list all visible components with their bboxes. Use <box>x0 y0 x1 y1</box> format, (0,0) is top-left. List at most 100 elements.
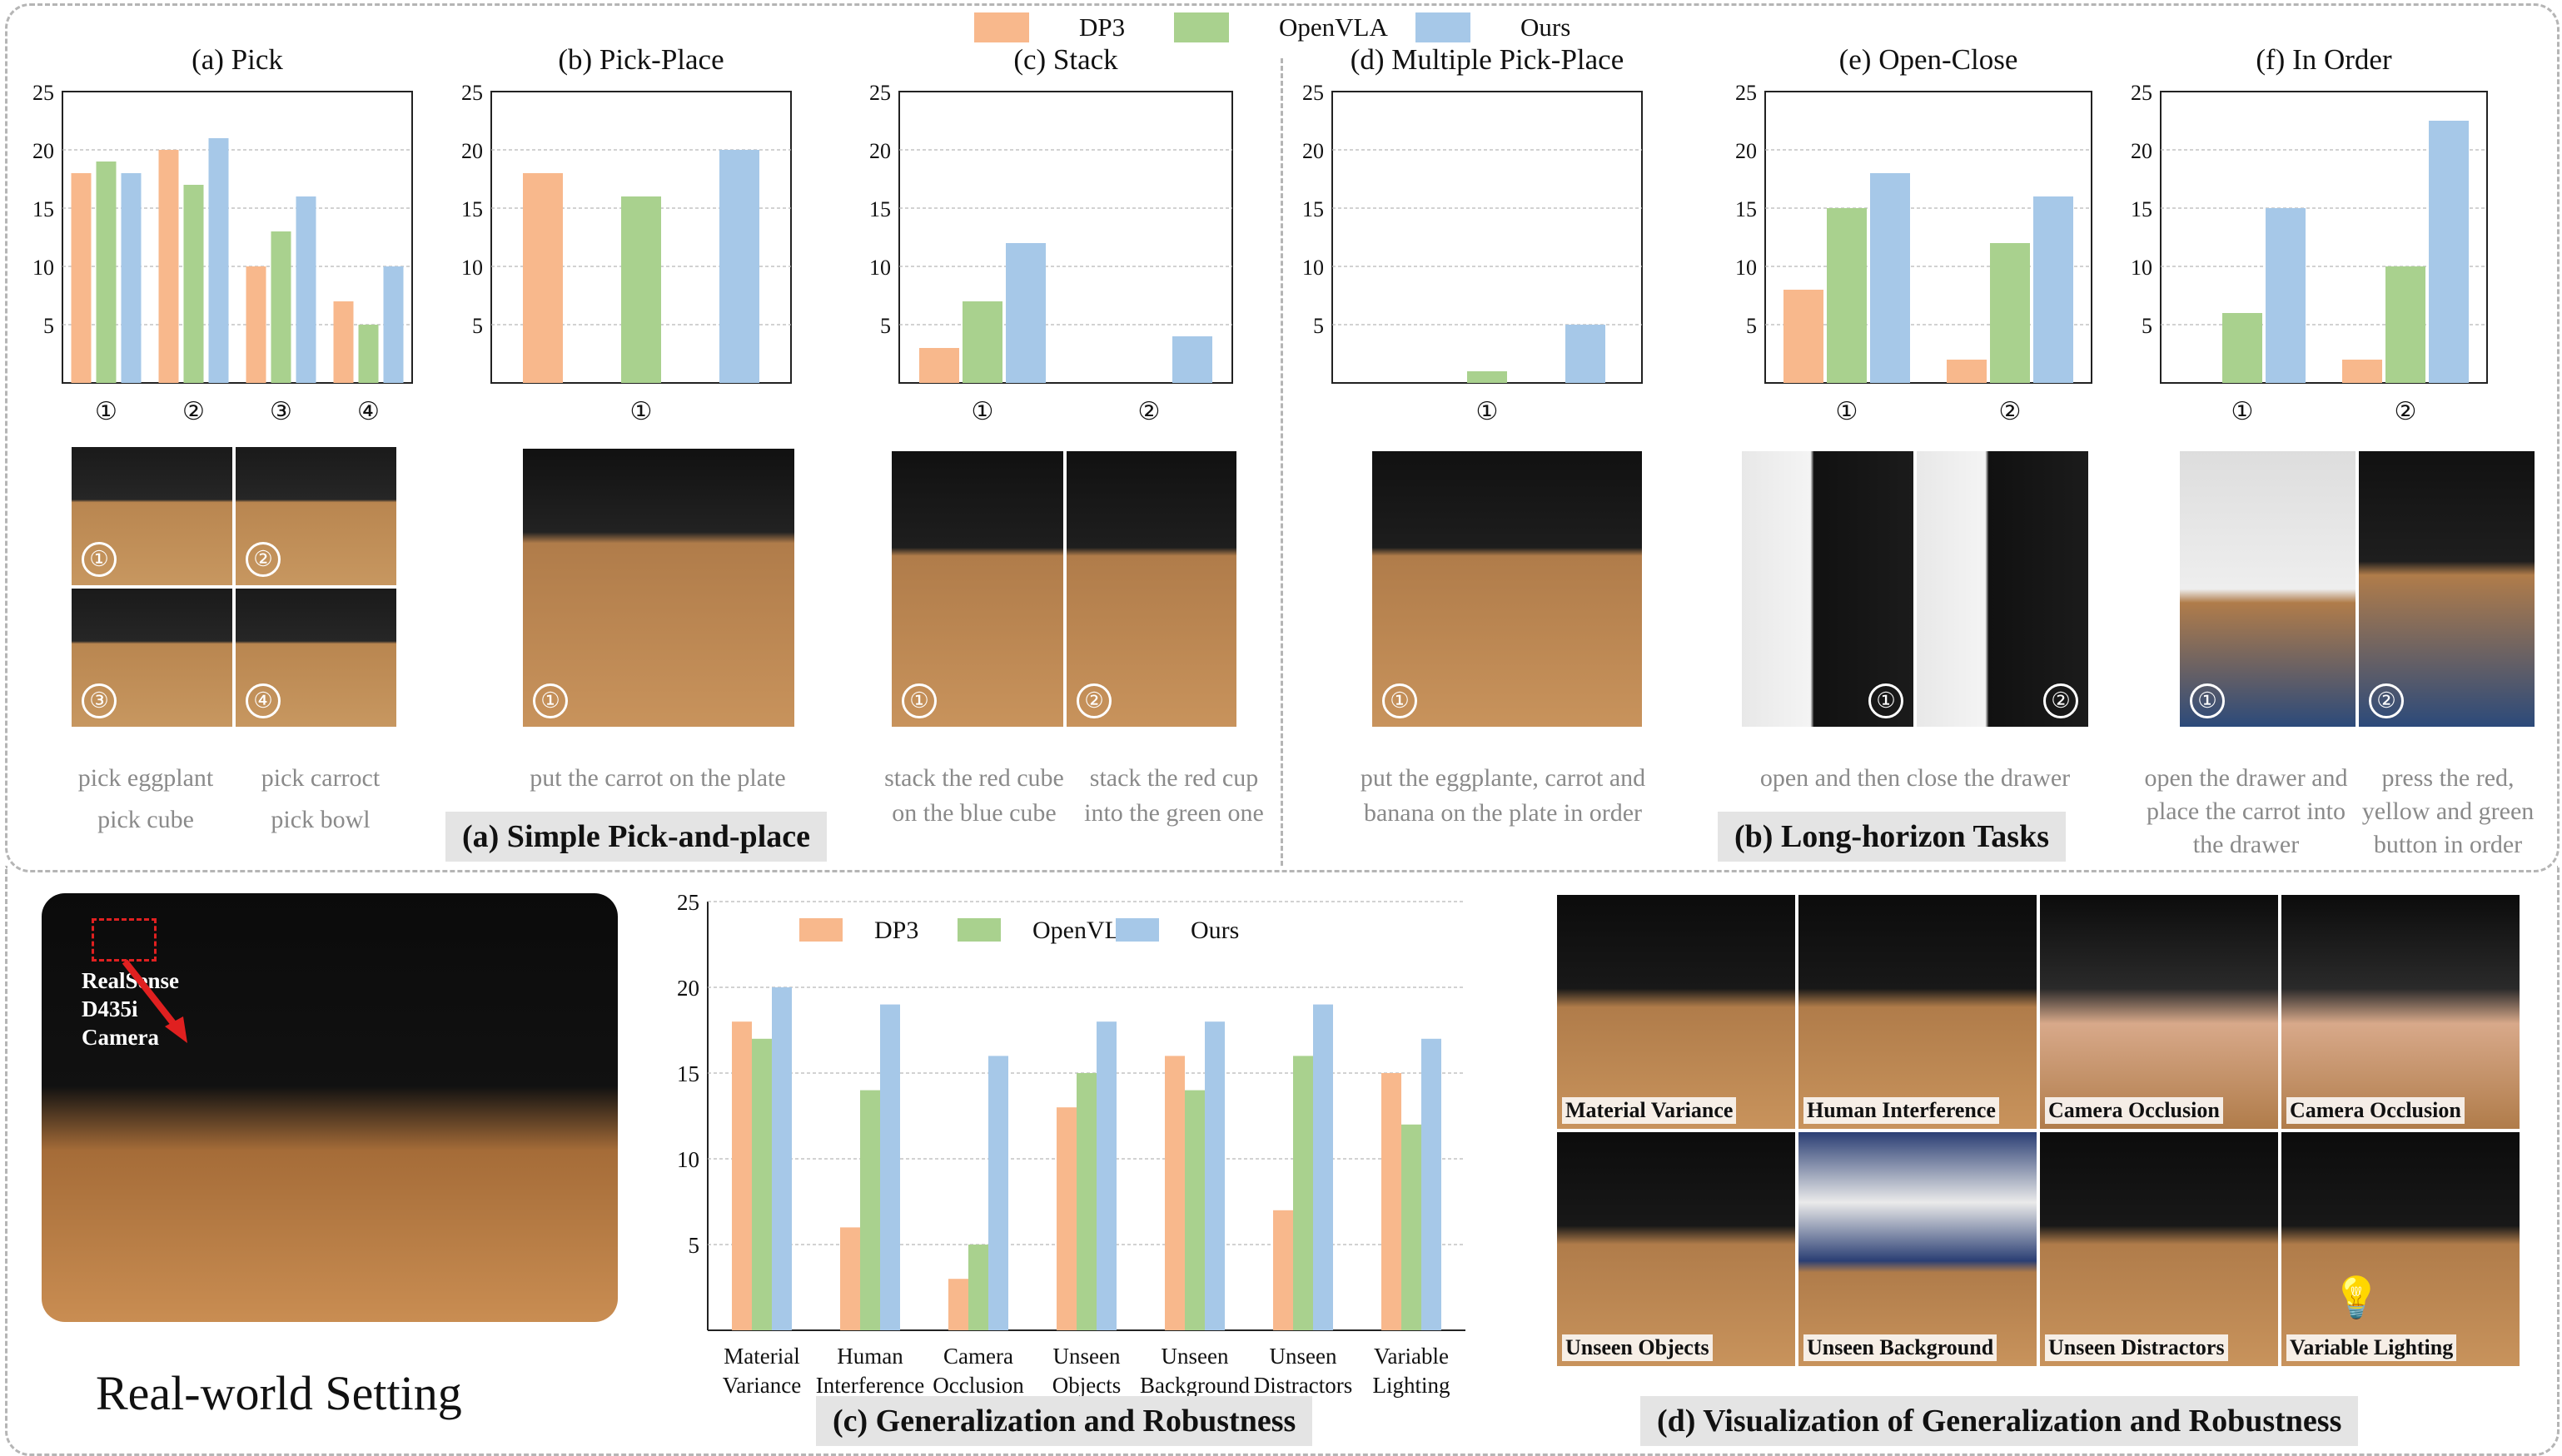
vis-label: Unseen Objects <box>1562 1334 1713 1361</box>
legend-dp3: DP3 <box>974 12 1125 42</box>
chart-in-order: (f) In Order 5 10 15 20 25 ① ② <box>2131 43 2488 425</box>
vis-photo-unseen-distractors: Unseen Distractors <box>2038 1131 2280 1368</box>
y-tick-label: 10 <box>1302 256 1324 280</box>
x-category-label: Interference <box>816 1373 924 1398</box>
chart-svg: 5 10 15 20 25 Material Variance Human Interferen… <box>677 890 1465 1398</box>
bar-openvla-0 <box>752 1038 772 1330</box>
vis-label: Camera Occlusion <box>2045 1097 2223 1124</box>
bar-dp3-0 <box>919 348 959 383</box>
vis-photo-unseen-background: Unseen Background <box>1797 1131 2038 1368</box>
legend-ours: Ours <box>1415 12 1570 42</box>
y-tick-label: 25 <box>32 81 54 105</box>
y-tick-label: 20 <box>461 139 483 163</box>
chart-stack: (c) Stack 5 10 15 20 25 ① ② <box>869 43 1233 425</box>
y-tick-label: 25 <box>461 81 483 105</box>
y-tick-label: 15 <box>32 197 54 221</box>
photo-number: ② <box>2043 683 2078 718</box>
x-category-label: ① <box>1836 398 1858 425</box>
x-category-label: Variance <box>723 1373 801 1398</box>
photo-number: ① <box>902 683 937 718</box>
legend-openvla: OpenVLA <box>1174 12 1388 42</box>
bar-openvla-2 <box>271 231 291 383</box>
chart-svg: 5 10 15 20 25 ① ② ③ ④ <box>32 81 413 425</box>
x-category-label: ① <box>2231 398 2254 425</box>
chart-svg: 5 10 15 20 25 ① ② <box>2131 81 2488 425</box>
bar-dp3-0 <box>1783 290 1823 383</box>
bar-openvla-0 <box>2222 313 2262 383</box>
chart-multiple-pick-place: (d) Multiple Pick-Place 5 10 15 20 25 ① <box>1302 43 1643 425</box>
pick-photo-1: ① <box>70 445 234 587</box>
y-tick-label: 5 <box>2142 314 2152 338</box>
bar-ours-4 <box>1205 1021 1225 1330</box>
vis-photo-human: Human Interference <box>1797 893 2038 1131</box>
chart-svg: 5 10 15 20 25 ① ② <box>869 81 1233 425</box>
caption-multi-b: banana on the plate in order <box>1363 799 1643 827</box>
photo-number: ① <box>1382 683 1417 718</box>
y-tick-label: 5 <box>880 314 891 338</box>
chart-svg: 5 10 15 20 25 ① <box>1302 81 1643 425</box>
x-category-label: Distractors <box>1254 1373 1352 1398</box>
x-category-label: Unseen <box>1270 1344 1337 1369</box>
bar-dp3-5 <box>1273 1210 1293 1330</box>
chart-title: (e) Open-Close <box>1838 43 2018 76</box>
vis-label: Unseen Background <box>1803 1334 1997 1361</box>
bar-dp3-4 <box>1165 1056 1185 1330</box>
y-tick-label: 15 <box>461 197 483 221</box>
photo-number: ② <box>246 542 281 577</box>
y-tick-label: 15 <box>869 197 891 221</box>
plot-frame <box>1764 91 2092 384</box>
vis-label: Material Variance <box>1562 1097 1737 1124</box>
pick-photo-4: ④ <box>234 587 398 728</box>
caption-in-order-2a: press the red, <box>2381 764 2515 792</box>
x-category-label: Human <box>837 1344 903 1369</box>
x-category-label: ① <box>95 398 117 425</box>
y-tick-label: 15 <box>1735 197 1757 221</box>
bar-ours-3 <box>383 266 404 383</box>
x-category-label: ③ <box>270 398 292 425</box>
bar-ours-5 <box>1313 1004 1333 1330</box>
plot-frame <box>898 91 1233 384</box>
x-category-label: Unseen <box>1162 1344 1229 1369</box>
x-category-label: Variable <box>1374 1344 1449 1369</box>
chart-svg: 5 10 15 20 25 ① ② <box>1735 81 2092 425</box>
y-tick-label: 20 <box>1302 139 1324 163</box>
y-tick-label: 10 <box>461 256 483 280</box>
x-category-label: Occlusion <box>933 1373 1024 1398</box>
y-tick-label: 5 <box>1746 314 1757 338</box>
x-category-label: Unseen <box>1053 1344 1121 1369</box>
bar-openvla-0 <box>96 162 117 383</box>
bar-ours-0 <box>121 173 142 383</box>
bar-openvla-6 <box>1401 1124 1421 1330</box>
x-category-label: ① <box>972 398 994 425</box>
bar-openvla-3 <box>358 325 379 383</box>
chart-title: (c) Stack <box>1013 43 1118 76</box>
section-label-generalization: (c) Generalization and Robustness <box>816 1396 1313 1446</box>
bar-ours-3 <box>1097 1021 1117 1330</box>
legend-swatch-dp3 <box>799 918 843 942</box>
y-tick-label: 15 <box>2131 197 2152 221</box>
y-tick-label: 10 <box>1735 256 1757 280</box>
y-tick-label: 10 <box>677 1147 699 1172</box>
camera-label: RealSense D435i Camera <box>82 967 179 1051</box>
chart-title: (a) Pick <box>192 43 283 76</box>
bar-openvla-0 <box>1827 208 1867 383</box>
legend-swatch-openvla <box>958 918 1001 942</box>
chart-title: (d) Multiple Pick-Place <box>1350 43 1624 76</box>
photo-number: ① <box>82 542 117 577</box>
photo-number: ③ <box>82 683 117 718</box>
bar-ours-2 <box>988 1056 1008 1330</box>
x-category-label: Lighting <box>1373 1373 1450 1398</box>
y-tick-label: 5 <box>689 1233 700 1258</box>
real-world-title: Real-world Setting <box>96 1366 462 1420</box>
camera-label-line3: Camera <box>82 1025 159 1050</box>
bar-ours-0 <box>1006 243 1046 383</box>
pick-place-photo: ① <box>521 447 796 728</box>
bar-dp3-3 <box>333 301 354 383</box>
y-tick-label: 5 <box>472 314 483 338</box>
legend-ours-label: Ours <box>1520 12 1571 42</box>
x-category-label: Objects <box>1052 1373 1121 1398</box>
x-category-label: ④ <box>357 398 380 425</box>
bar-dp3-0 <box>71 173 92 383</box>
vis-label: Human Interference <box>1803 1097 1999 1124</box>
y-tick-label: 20 <box>677 976 699 1001</box>
